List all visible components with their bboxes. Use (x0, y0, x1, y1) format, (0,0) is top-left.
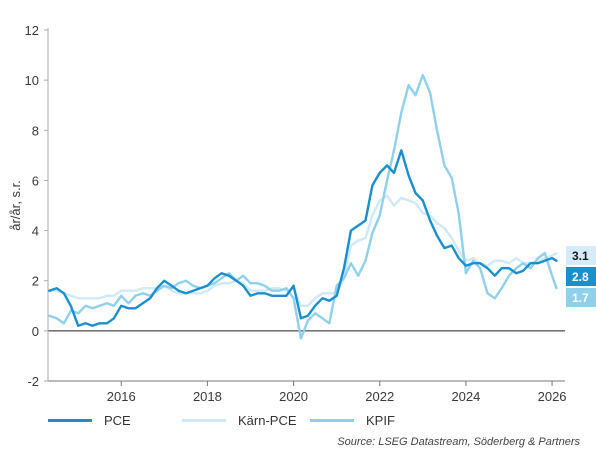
end-label-box-karn-pce (566, 246, 596, 265)
legend-item-kpif: KPIF (310, 413, 395, 428)
x-tick-label: 2016 (107, 389, 136, 404)
end-value-labels: 3.1 2.8 1.7 (566, 246, 596, 307)
y-tick-label: 10 (25, 73, 39, 88)
x-axis-ticks: 2016 2018 2020 2022 2024 2026 (107, 381, 567, 404)
x-tick-label: 2020 (279, 389, 308, 404)
y-tick-label: 4 (32, 224, 39, 239)
y-tick-label: 12 (25, 23, 39, 38)
y-axis-ticks: 12 10 8 6 4 2 0 -2 (25, 23, 48, 389)
legend-swatch-pce (48, 419, 92, 422)
legend-label-pce: PCE (104, 413, 131, 428)
legend-item-pce: PCE (48, 413, 131, 428)
legend-label-karn-pce: Kärn-PCE (238, 413, 297, 428)
legend-swatch-kpif (310, 419, 354, 422)
legend: PCE Kärn-PCE KPIF (48, 413, 568, 433)
y-tick-label: 0 (32, 324, 39, 339)
y-tick-label: 8 (32, 123, 39, 138)
x-tick-label: 2026 (538, 389, 567, 404)
y-tick-label: -2 (27, 374, 39, 389)
x-tick-label: 2022 (365, 389, 394, 404)
series-line-kpif (48, 73, 558, 340)
series-line-pce (48, 149, 558, 327)
series-lines (48, 73, 558, 340)
y-tick-label: 2 (32, 274, 39, 289)
legend-item-karn-pce: Kärn-PCE (182, 413, 297, 428)
end-label-karn-pce: 3.1 (572, 249, 589, 263)
y-axis-label: år/år, s.r. (8, 180, 23, 231)
end-label-kpif: 1.7 (572, 291, 589, 305)
end-label-pce: 2.8 (572, 270, 589, 284)
x-tick-label: 2024 (451, 389, 480, 404)
series-line-karn-pce (48, 194, 558, 307)
legend-swatch-karn-pce (182, 419, 226, 422)
x-tick-label: 2018 (193, 389, 222, 404)
end-label-box-kpif (566, 288, 596, 307)
source-note: Source: LSEG Datastream, Söderberg & Par… (337, 436, 580, 448)
legend-label-kpif: KPIF (366, 413, 395, 428)
y-tick-label: 6 (32, 173, 39, 188)
end-label-box-pce (566, 267, 596, 286)
